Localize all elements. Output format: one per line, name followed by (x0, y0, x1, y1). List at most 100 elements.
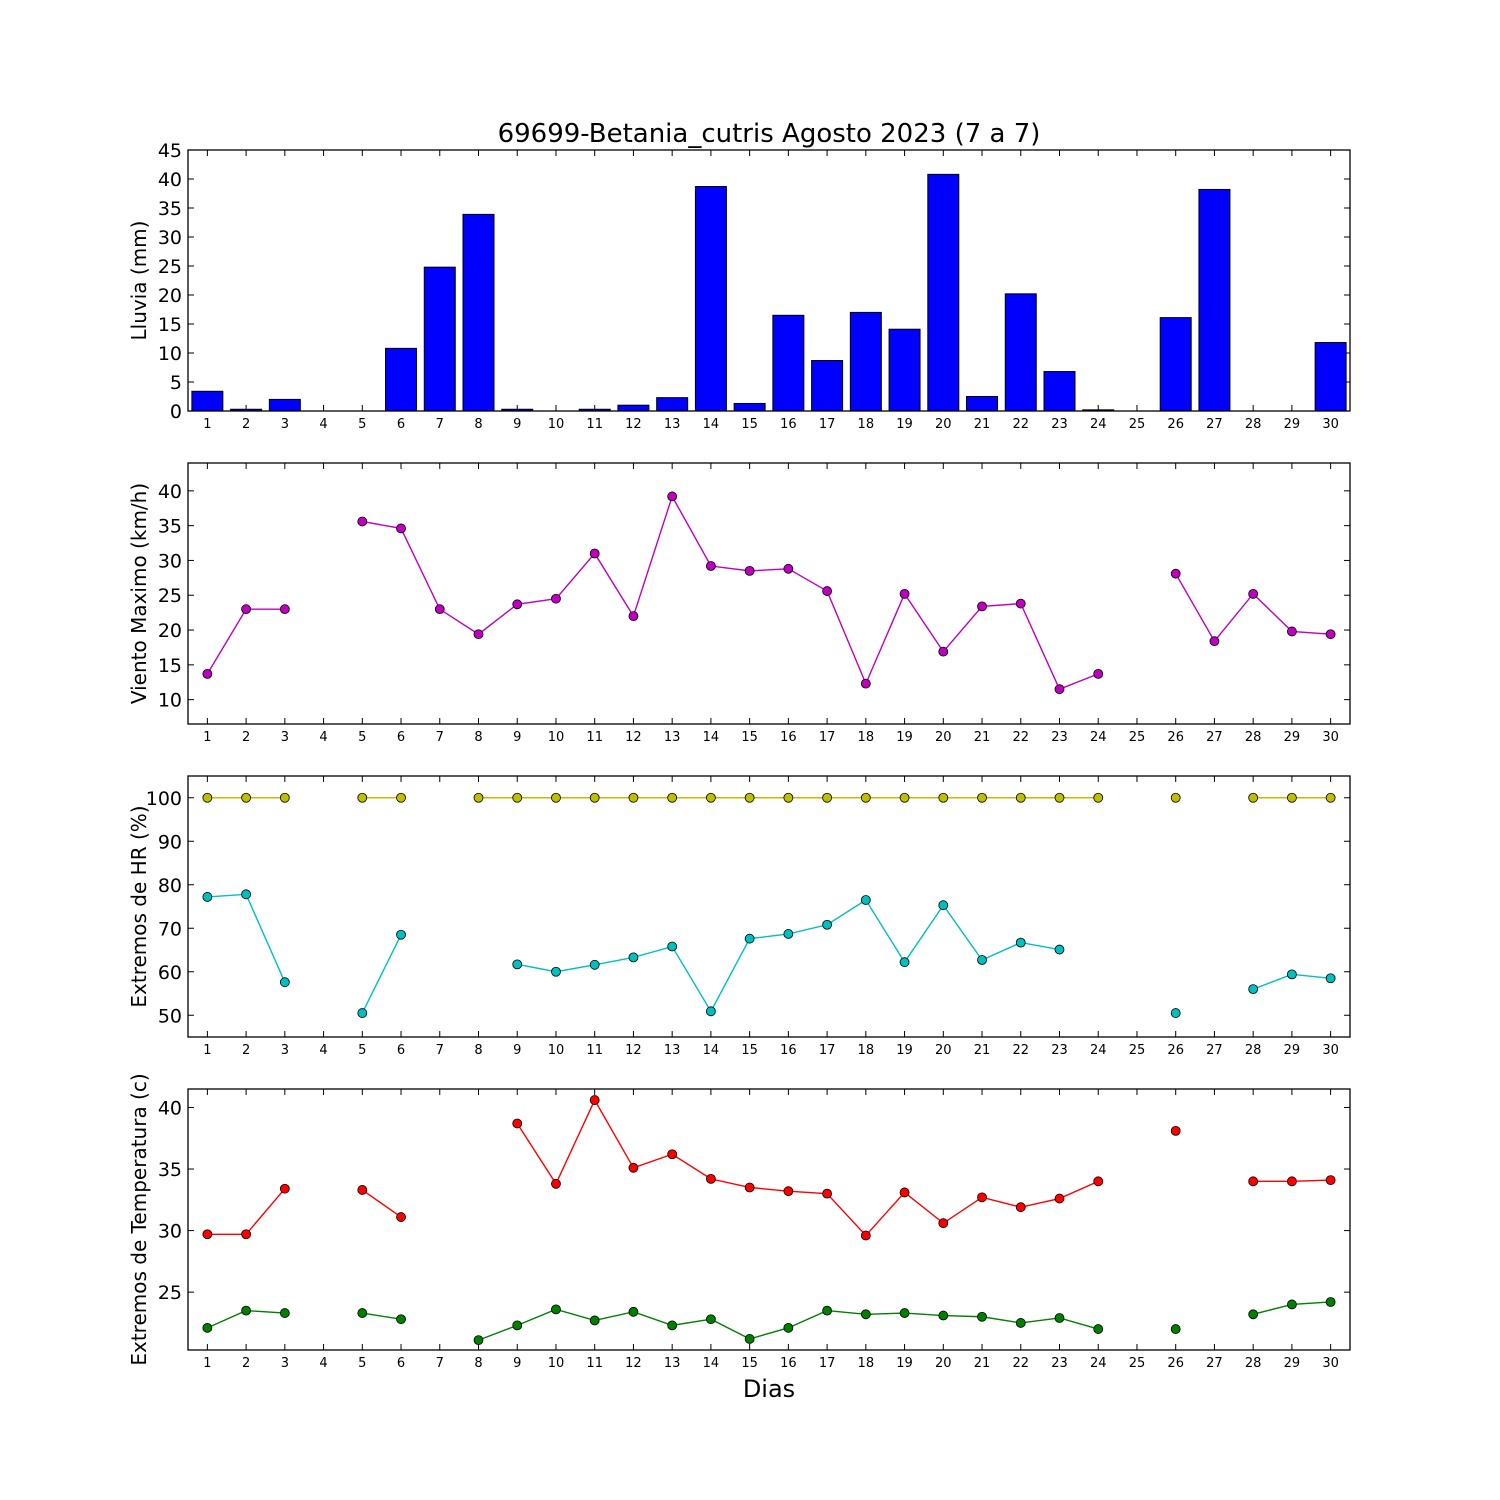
x-tick-label: 10 (548, 1356, 565, 1371)
series-1-point-day-9 (512, 1118, 523, 1129)
series-2-point-day-2 (241, 889, 252, 900)
x-axis-label: Dias (743, 1375, 795, 1403)
series-1-point-day-13 (667, 1149, 678, 1160)
x-tick-label: 3 (281, 1356, 289, 1371)
x-tick-label: 25 (1129, 730, 1146, 745)
y-tick-label: 70 (158, 918, 182, 940)
x-tick-label: 6 (397, 730, 405, 745)
y-tick-label: 20 (158, 285, 182, 307)
y-tick-label: 40 (158, 481, 182, 503)
x-tick-label: 22 (1012, 730, 1029, 745)
series-1-point-day-3 (279, 1183, 290, 1194)
x-tick-label: 18 (858, 417, 875, 432)
x-tick-label: 25 (1129, 417, 1146, 432)
series-2-point-day-14 (706, 1314, 716, 1325)
x-tick-label: 19 (896, 1043, 913, 1058)
x-tick-label: 20 (935, 1043, 952, 1058)
series-1-point-day-6 (396, 792, 406, 803)
x-tick-label: 2 (242, 1043, 250, 1058)
series-2-point-day-5 (357, 1308, 368, 1318)
x-tick-label: 18 (858, 1043, 875, 1058)
y-tick-label: 30 (158, 550, 182, 572)
series-2-point-day-20 (938, 900, 949, 911)
y-tick-label: 15 (158, 314, 182, 336)
series-1-point-day-14 (706, 1173, 716, 1184)
x-tick-label: 1 (203, 1356, 211, 1371)
y-tick-label: 35 (158, 198, 182, 220)
x-tick-label: 23 (1051, 1043, 1068, 1058)
series-1-point-day-17 (822, 586, 832, 596)
x-tick-label: 23 (1051, 730, 1068, 745)
x-tick-label: 30 (1322, 1043, 1339, 1058)
series-2-point-day-6 (396, 1314, 406, 1325)
series-2-point-day-21 (977, 1311, 987, 1322)
y-tick-label: 25 (158, 256, 182, 278)
x-tick-label: 22 (1012, 1043, 1029, 1058)
x-tick-label: 27 (1206, 730, 1223, 745)
series-2-point-day-30 (1325, 1297, 1336, 1307)
x-tick-label: 17 (819, 417, 836, 432)
plot-frame (187, 462, 1351, 725)
x-tick-label: 6 (397, 1356, 405, 1371)
series-2-point-day-29 (1287, 1299, 1297, 1310)
series-1-point-day-30 (1325, 792, 1336, 803)
series-1-point-day-15 (744, 1182, 755, 1193)
x-tick-label: 27 (1206, 1356, 1223, 1371)
y-tick-label: 80 (158, 875, 182, 897)
y-tick-label: 25 (158, 1282, 182, 1304)
series-1-point-day-20 (938, 792, 949, 803)
x-tick-label: 15 (741, 1356, 758, 1371)
y-tick-label: 30 (158, 1221, 182, 1243)
series-1-point-day-13 (667, 491, 678, 502)
series-1-point-day-18 (860, 1230, 871, 1241)
x-tick-label: 15 (741, 730, 758, 745)
x-tick-label: 20 (935, 730, 952, 745)
x-tick-label: 14 (703, 1043, 720, 1058)
x-tick-label: 24 (1090, 417, 1107, 432)
series-1-line (361, 1189, 402, 1218)
x-tick-label: 13 (664, 730, 681, 745)
x-tick-label: 26 (1167, 1356, 1184, 1371)
x-tick-label: 24 (1090, 1356, 1107, 1371)
chart-title: 69699-Betania_cutris Agosto 2023 (7 a 7) (498, 119, 1041, 149)
series-1-point-day-26 (1170, 568, 1181, 579)
series-1-point-day-12 (628, 611, 639, 622)
series-2-point-day-19 (899, 957, 910, 968)
x-tick-label: 16 (780, 730, 797, 745)
series-2-point-day-10 (551, 1304, 561, 1315)
rain-bar-day-19 (888, 328, 921, 412)
y-axis-label: Extremos de Temperatura (c) (127, 1073, 151, 1365)
x-tick-label: 12 (625, 1356, 642, 1371)
series-1-point-day-26 (1170, 1125, 1181, 1136)
x-tick-label: 30 (1322, 1356, 1339, 1371)
series-1-point-day-24 (1093, 1176, 1104, 1187)
series-2-point-day-18 (860, 895, 871, 905)
series-1-point-day-21 (977, 1192, 987, 1203)
x-tick-label: 9 (513, 730, 521, 745)
series-2-point-day-5 (357, 1008, 368, 1018)
x-tick-label: 7 (436, 417, 444, 432)
plot-frame (187, 775, 1351, 1038)
series-1-point-day-15 (744, 565, 755, 576)
y-tick-label: 10 (158, 690, 182, 712)
rain-bar-day-18 (849, 311, 882, 412)
rain-bar-day-3 (268, 398, 301, 412)
series-1-point-day-27 (1209, 636, 1220, 647)
series-2-point-day-16 (783, 1322, 794, 1333)
x-tick-label: 20 (935, 417, 952, 432)
series-1-point-day-10 (551, 1178, 561, 1189)
x-tick-label: 29 (1284, 730, 1301, 745)
x-tick-label: 29 (1284, 1043, 1301, 1058)
rain-bar-day-22 (1004, 293, 1037, 412)
x-tick-label: 23 (1051, 1356, 1068, 1371)
series-1-point-day-15 (744, 792, 755, 803)
x-tick-label: 25 (1129, 1043, 1146, 1058)
x-tick-label: 28 (1245, 417, 1262, 432)
x-tick-label: 3 (281, 730, 289, 745)
series-1-point-day-12 (628, 792, 639, 803)
x-tick-label: 22 (1012, 1356, 1029, 1371)
x-tick-label: 30 (1322, 417, 1339, 432)
x-tick-label: 25 (1129, 1356, 1146, 1371)
